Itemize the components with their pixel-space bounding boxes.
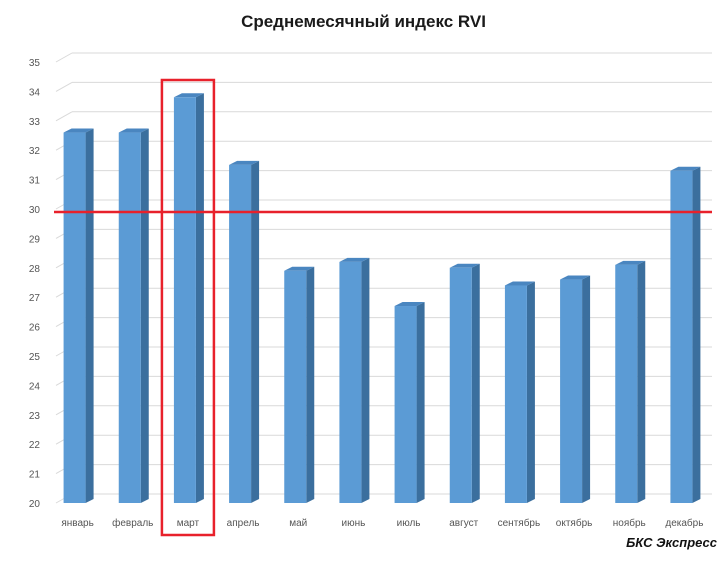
bar-side [85,128,94,503]
bar-top [284,266,315,271]
y-tick-label: 26 [29,323,41,334]
y-tick-label: 27 [29,293,41,304]
bar [615,260,646,503]
y-axis-ticks: 20 21 22 23 24 25 26 27 28 29 30 31 32 33 34 35 [29,58,41,510]
bar-top [229,160,260,165]
bar [560,275,591,503]
x-tick-label: май [289,518,307,529]
x-tick-label: март [177,518,200,529]
bar-front [229,164,252,503]
y-tick-label: 35 [29,58,41,69]
bar-top [670,166,701,171]
bar-front [670,170,693,503]
y-tick-label: 23 [29,411,41,422]
bar-front [560,279,583,503]
bar [173,93,204,503]
bar-side [361,257,370,503]
y-tick-label: 34 [29,87,41,98]
bar-top [63,128,94,133]
grid-line-diagonal [55,111,73,122]
x-tick-label: ноябрь [613,517,646,529]
x-tick-label: декабрь [665,517,703,529]
chart-title: Среднемесячный индекс RVI [241,12,486,31]
x-tick-label: октябрь [556,517,593,529]
y-tick-label: 21 [29,470,41,481]
bar [504,281,535,503]
bar-top [394,302,425,307]
x-tick-label: июль [397,518,421,529]
bar-top [504,281,535,286]
bar [670,166,701,503]
x-tick-label: январь [61,518,93,529]
bar [394,302,425,503]
bar-side [637,260,646,503]
overlays [54,78,712,537]
bar-front [339,261,362,503]
x-tick-label: сентябрь [498,517,541,529]
y-tick-label: 24 [29,381,41,392]
bar-top [339,257,370,262]
bar-side [526,281,535,503]
bar-top [118,128,149,133]
bar-side [471,263,480,503]
bars [63,93,701,503]
bar-front [118,132,141,503]
bar-top [560,275,591,280]
highlight-box [160,78,216,537]
bar-front [173,97,196,503]
x-tick-label: июнь [342,518,366,529]
bar-top [173,93,204,98]
bar-top [449,263,480,268]
source-label: БКС Экспресс [626,535,717,550]
x-tick-label: август [449,518,478,529]
y-tick-label: 22 [29,440,41,451]
bar-front [615,264,638,503]
bar-front [63,132,86,503]
bar-side [306,266,315,503]
bar-front [394,306,417,503]
y-tick-label: 25 [29,352,41,363]
bar-side [195,93,204,503]
y-tick-label: 20 [29,499,41,510]
y-tick-label: 31 [29,176,41,187]
bar [284,266,315,503]
y-tick-label: 33 [29,117,41,128]
grid-lines [55,52,712,504]
bar-front [504,285,527,503]
y-tick-label: 28 [29,264,41,275]
bar-side [251,160,260,503]
x-tick-label: апрель [227,518,260,529]
bar-side [140,128,149,503]
bar-front [284,270,307,503]
bar [63,128,94,503]
bar-side [582,275,591,503]
bar-side [416,302,425,503]
bar [449,263,480,503]
bar [229,160,260,503]
y-tick-label: 30 [29,205,41,216]
y-tick-label: 32 [29,146,41,157]
y-tick-label: 29 [29,234,41,245]
bar-top [615,260,646,265]
grid-line-diagonal [55,52,73,63]
bar [339,257,370,503]
x-tick-label: февраль [112,517,153,529]
bar [118,128,149,503]
bar-side [692,166,701,503]
grid-line-diagonal [55,81,73,92]
x-axis-ticks: январь февраль март апрель май июнь июль август… [61,517,703,529]
bar-front [449,267,472,503]
